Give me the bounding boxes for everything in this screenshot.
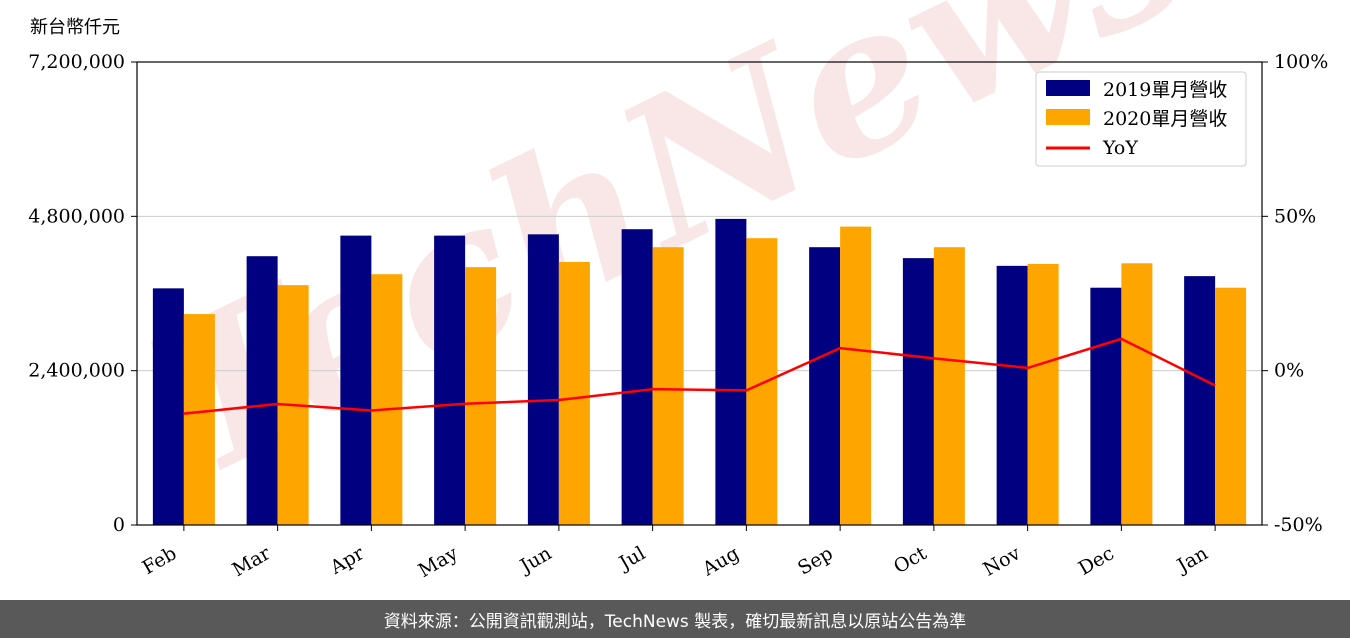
bar-2020	[183, 314, 215, 525]
bar-2019	[996, 265, 1028, 525]
bar-2020	[465, 267, 497, 525]
bar-2019	[1184, 276, 1216, 525]
legend-swatch-2019	[1046, 80, 1090, 96]
bar-2019	[434, 235, 466, 525]
y-left-tick-label: 7,200,000	[28, 51, 125, 73]
bar-2020	[1027, 263, 1059, 525]
x-tick-label: Oct	[890, 542, 931, 578]
y-right-tick-label: 50%	[1274, 205, 1316, 227]
bar-2020	[933, 247, 965, 525]
chart: TechNews 新台幣仟元 02,400,0004,800,0007,200,…	[28, 0, 1328, 582]
y-right-tick-label: -50%	[1274, 514, 1323, 536]
y-left-tick-label: 2,400,000	[28, 360, 125, 382]
legend-label-2019: 2019單月營收	[1103, 79, 1227, 101]
y-axis-unit-label: 新台幣仟元	[30, 17, 120, 38]
bar-2019	[809, 247, 841, 525]
x-tick-label: Mar	[229, 542, 275, 581]
bar-2020	[652, 247, 684, 525]
bar-2019	[246, 256, 278, 525]
plot-frame	[136, 61, 1263, 526]
bar-2019	[902, 258, 934, 525]
x-tick-label: Jun	[515, 542, 556, 578]
y-right-tick-label: 100%	[1274, 51, 1328, 73]
bar-2019	[340, 235, 372, 525]
x-tick-label: Aug	[698, 542, 743, 581]
bar-2020	[1121, 263, 1153, 525]
footer-text: 資料來源：公開資訊觀測站，TechNews 製表，確切最新訊息以原站公告為準	[383, 611, 967, 632]
y-left-tick-label: 4,800,000	[28, 205, 125, 227]
bar-2019	[715, 218, 747, 525]
legend-swatch-2020	[1046, 109, 1090, 125]
x-tick-label: Sep	[794, 542, 837, 579]
bar-2020	[840, 226, 872, 525]
footer-source-note: 資料來源：公開資訊觀測站，TechNews 製表，確切最新訊息以原站公告為準	[0, 600, 1350, 638]
bar-2019	[621, 229, 653, 525]
x-tick-label: Apr	[326, 542, 369, 579]
legend: 2019單月營收 2020單月營收 YoY	[1035, 71, 1247, 167]
legend-label-2020: 2020單月營收	[1103, 108, 1227, 130]
bar-2020	[558, 261, 590, 525]
x-tick-label: May	[415, 542, 462, 582]
yoy-line	[183, 337, 1216, 415]
bar-2020	[371, 274, 403, 525]
x-tick-label: Jul	[614, 542, 649, 575]
bar-2019	[1090, 287, 1122, 525]
x-tick-label: Dec	[1075, 542, 1118, 580]
y-right-tick-label: 0%	[1274, 360, 1304, 382]
bar-2019	[152, 288, 184, 525]
bar-2020	[746, 238, 778, 526]
y-left-tick-label: 0	[113, 514, 125, 536]
bar-2019	[527, 234, 559, 526]
x-tick-label: Feb	[139, 542, 181, 579]
x-tick-label: Jan	[1172, 542, 1212, 578]
bar-2020	[1215, 287, 1247, 525]
x-tick-label: Nov	[980, 542, 1025, 581]
legend-label-yoy: YoY	[1102, 137, 1138, 159]
